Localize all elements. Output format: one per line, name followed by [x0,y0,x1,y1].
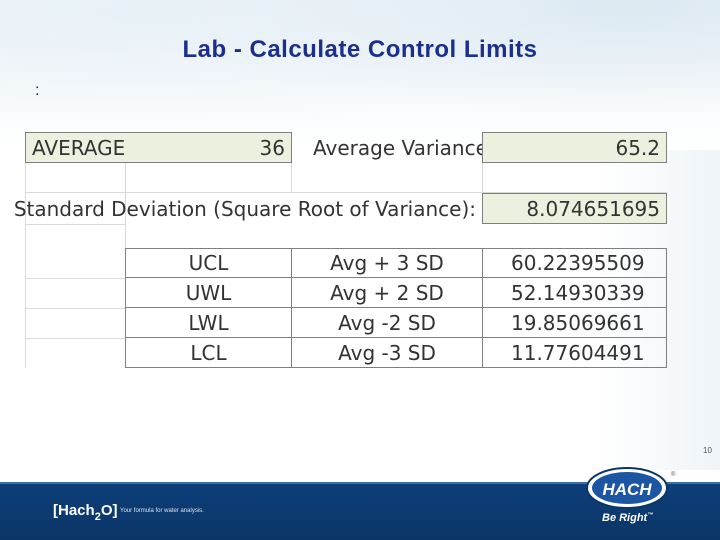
avg-variance-label: Average Variance: [313,135,495,160]
limit-name-lcl: LCL [125,337,292,368]
limit-value-ucl: 60.22395509 [482,248,667,278]
limit-value-lwl: 19.85069661 [482,307,667,338]
logo-text: HACH [602,480,652,499]
average-label: AVERAGE [32,135,126,160]
trademark: ™ [647,512,654,519]
limit-formula-uwl: Avg + 2 SD [291,277,483,308]
grid-line [25,132,26,368]
limit-name-lwl: LWL [125,307,292,338]
header-background [0,0,720,150]
limit-value-uwl: 52.14930339 [482,277,667,308]
limit-formula-ucl: Avg + 3 SD [291,248,483,278]
slide-title: Lab - Calculate Control Limits [182,36,538,63]
grid-line [25,338,125,339]
spreadsheet-image: AVERAGE 36 Average Variance: 65.2 Standa… [13,132,667,368]
limit-formula-lwl: Avg -2 SD [291,307,483,338]
grid-line [25,308,125,309]
limit-name-uwl: UWL [125,277,292,308]
grid-line [25,224,125,225]
limit-value-lcl: 11.77604491 [482,337,667,368]
grid-line [25,192,667,193]
brand-subscript: 2 [94,511,101,523]
colon-text: : [35,82,40,99]
brand-text: [Hach [53,502,95,519]
average-value: 36 [259,135,285,160]
slogan: Be Right™ [602,512,653,524]
hach-logo: HACH ® [586,467,676,509]
limit-formula-lcl: Avg -3 SD [291,337,483,368]
grid-line [25,278,125,279]
sd-label: Standard Deviation (Square Root of Varia… [13,196,476,221]
registered-mark: ® [671,471,676,478]
page-number: 10 [703,446,712,455]
tagline: Your formula for water analysis. [120,508,204,514]
brand-end: O] [100,502,118,519]
footer-stripe [0,482,720,485]
avg-variance-value: 65.2 [482,132,667,163]
slogan-text: Be Right [602,512,648,524]
hach2o-brand: [Hach2O] [53,502,118,523]
sd-value: 8.074651695 [482,193,667,224]
average-cell: AVERAGE 36 [25,132,292,163]
limit-name-ucl: UCL [125,248,292,278]
